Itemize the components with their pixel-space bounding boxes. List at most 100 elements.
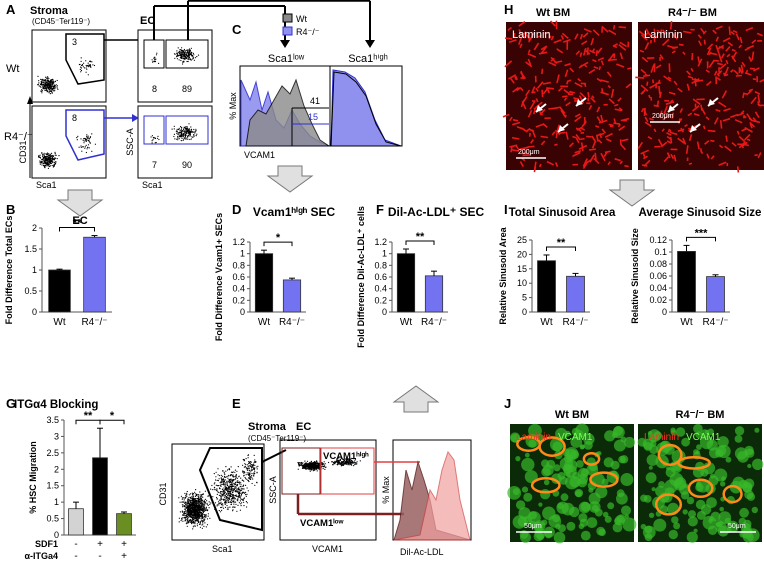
- vessel: [627, 67, 632, 70]
- event-dot: [94, 143, 96, 145]
- vessel: [624, 164, 629, 168]
- y-tick-label: 1.5: [46, 481, 59, 491]
- x-tick-label: R4⁻/⁻: [562, 317, 588, 328]
- event-dot: [246, 478, 248, 480]
- event-dot: [235, 485, 237, 487]
- event-dot: [179, 49, 181, 51]
- cell: [706, 497, 717, 508]
- event-dot: [45, 161, 47, 163]
- event-dot: [182, 56, 184, 58]
- event-dot: [225, 470, 227, 472]
- cell: [725, 456, 732, 463]
- event-dot: [220, 482, 222, 484]
- y-tick-label: 0.8: [374, 260, 387, 270]
- event-dot: [194, 523, 196, 525]
- event-dot: [224, 479, 226, 481]
- vessel: [736, 166, 740, 173]
- event-dot: [41, 90, 43, 92]
- event-dot: [199, 508, 201, 510]
- gate: [165, 115, 209, 145]
- event-dot: [193, 501, 195, 503]
- event-dot: [239, 493, 241, 495]
- y-axis-label: Relative Sinusoid Area: [498, 226, 508, 324]
- event-dot: [187, 129, 189, 131]
- event-dot: [182, 497, 185, 499]
- event-dot: [177, 128, 180, 131]
- event-dot: [46, 163, 48, 166]
- event-dot: [178, 517, 180, 519]
- event-dot: [44, 89, 46, 92]
- event-dot: [256, 472, 258, 474]
- event-dot: [188, 521, 190, 523]
- label: VCAM1: [312, 544, 343, 554]
- y-tick-label: 0.02: [649, 295, 667, 305]
- label: 7: [152, 160, 157, 170]
- event-dot: [196, 514, 198, 516]
- event-dot: [224, 473, 226, 475]
- event-dot: [200, 518, 202, 520]
- y-tick-label: 1: [382, 249, 387, 259]
- event-dot: [184, 51, 186, 53]
- event-dot: [199, 491, 201, 493]
- cell: [543, 479, 550, 486]
- event-dot: [311, 467, 313, 469]
- event-dot: [51, 79, 53, 81]
- event-dot: [234, 471, 236, 473]
- event-dot: [306, 462, 308, 464]
- event-dot: [87, 64, 89, 67]
- event-dot: [215, 471, 217, 473]
- event-dot: [242, 479, 244, 481]
- event-dot: [38, 155, 40, 157]
- event-dot: [350, 463, 352, 465]
- event-dot: [47, 84, 50, 86]
- event-dot: [224, 503, 226, 505]
- event-dot: [218, 487, 221, 489]
- label: VCAM1ˡᵒʷ: [300, 518, 344, 529]
- bar: [83, 236, 106, 313]
- cell: [523, 492, 533, 502]
- vessel: [678, 43, 684, 46]
- cell: [602, 511, 609, 518]
- event-dot: [150, 136, 152, 138]
- event-dot: [85, 144, 87, 146]
- event-dot: [183, 511, 185, 513]
- event-dot: [229, 486, 231, 488]
- vessel: [743, 114, 746, 119]
- event-dot: [203, 525, 205, 528]
- event-dot: [53, 161, 56, 163]
- event-dot: [41, 84, 43, 86]
- event-dot: [252, 468, 254, 470]
- event-dot: [50, 158, 52, 160]
- chart-title: Total Sinusoid Area: [509, 207, 616, 219]
- event-dot: [189, 50, 191, 53]
- event-dot: [239, 509, 241, 511]
- vessel: [694, 78, 697, 87]
- label: SSC-A: [268, 476, 278, 504]
- event-dot: [155, 54, 158, 56]
- event-dot: [190, 55, 193, 57]
- event-dot: [187, 55, 189, 57]
- sign: +: [121, 539, 127, 550]
- panel-letter: D: [232, 202, 241, 217]
- event-dot: [226, 469, 229, 471]
- event-dot: [222, 498, 224, 501]
- bar: [706, 276, 725, 313]
- event-dot: [49, 153, 51, 155]
- event-dot: [182, 136, 184, 138]
- event-dot: [257, 465, 259, 467]
- event-dot: [156, 52, 158, 54]
- vessel: [527, 49, 531, 54]
- event-dot: [182, 52, 184, 54]
- event-dot: [183, 50, 185, 52]
- vessel: [735, 74, 742, 77]
- event-dot: [183, 126, 185, 128]
- label: Sca1: [212, 544, 233, 554]
- event-dot: [231, 498, 233, 500]
- gate: [65, 33, 105, 85]
- event-dot: [185, 507, 187, 509]
- event-dot: [246, 487, 248, 489]
- event-dot: [193, 59, 195, 61]
- event-dot: [252, 464, 254, 466]
- event-dot: [222, 483, 224, 485]
- event-dot: [221, 480, 223, 482]
